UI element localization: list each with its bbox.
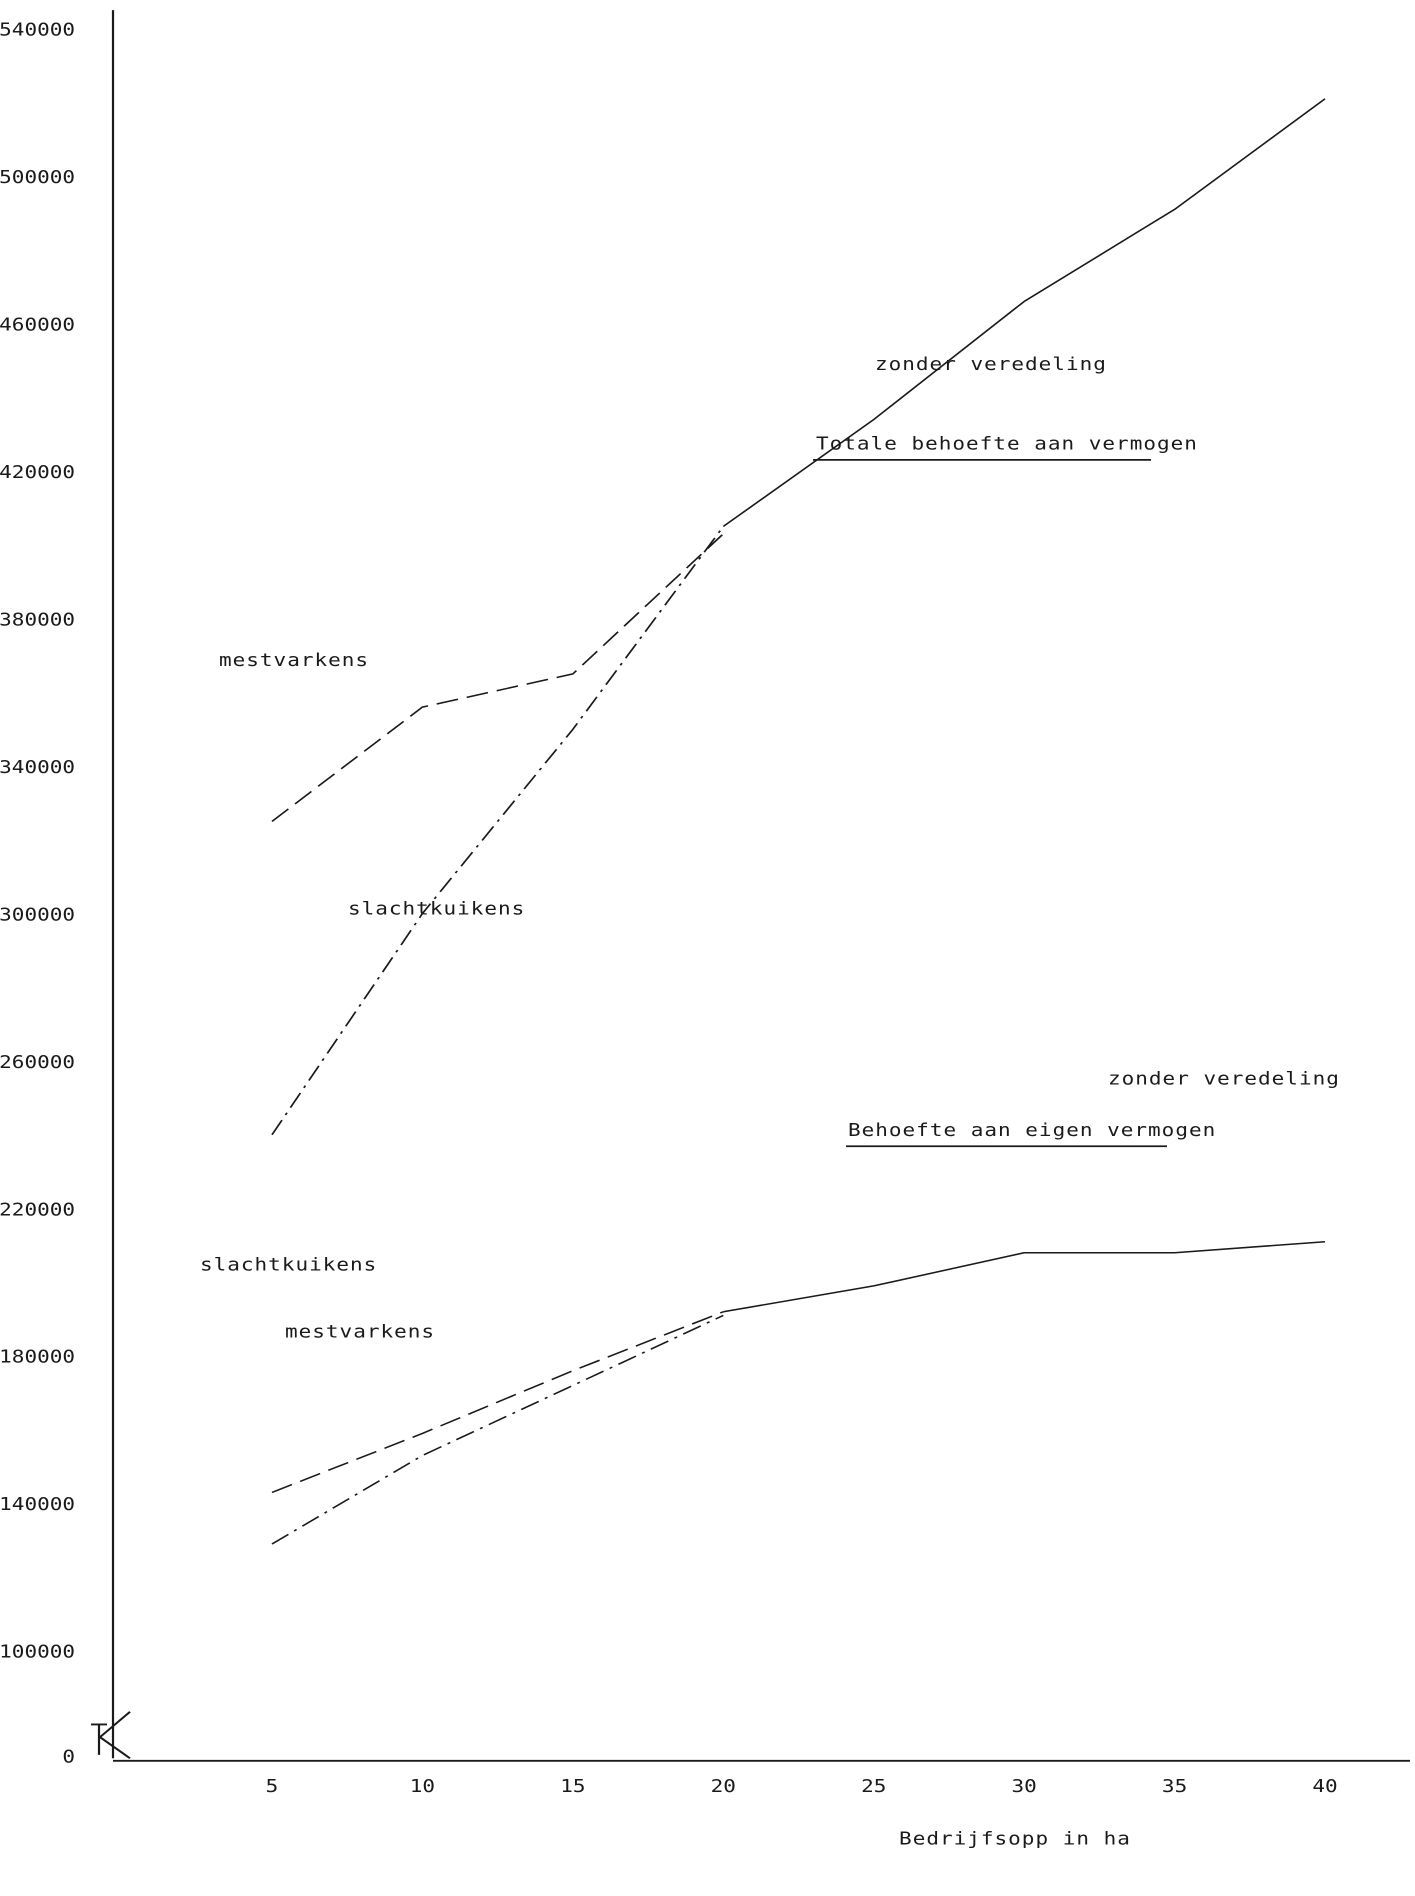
- annotation-label: mestvarkens: [285, 1321, 435, 1342]
- series-line-slachtkuikens-totaal: [271, 526, 725, 1136]
- annotation-label: zonder veredeling: [875, 354, 1107, 375]
- annotation-label: Totale behoefte aan vermogen: [816, 433, 1198, 454]
- x-tick-label: 40: [1312, 1776, 1337, 1797]
- series-line-mestvarkens-totaal: [271, 533, 724, 822]
- y-tick-label: 540000: [0, 19, 75, 40]
- y-tick-label: 140000: [0, 1494, 75, 1515]
- annotation-label: slachtkuikens: [348, 898, 525, 919]
- axes: [91, 10, 1410, 1762]
- y-tick-label: 0: [62, 1746, 75, 1767]
- annotation-label: zonder veredeling: [1108, 1068, 1340, 1089]
- annotation-label: Behoefte aan eigen vermogen: [848, 1120, 1216, 1141]
- series-line-mestvarkens-eigen: [271, 1314, 724, 1545]
- y-tick-label: 100000: [0, 1641, 75, 1662]
- y-tick-label: 460000: [0, 314, 75, 335]
- x-tick-label: 30: [1012, 1776, 1037, 1797]
- y-tick-label: 500000: [0, 167, 75, 188]
- y-tick-label: 420000: [0, 461, 75, 482]
- x-axis-label: Bedrijfsopp in ha: [899, 1828, 1131, 1849]
- y-axis-break-icon: [91, 1711, 131, 1759]
- y-tick-label: 260000: [0, 1051, 75, 1072]
- x-tick-labels: 5 10 15 20 25 30 35 40: [266, 1776, 1338, 1797]
- x-tick-label: 20: [711, 1776, 736, 1797]
- series-line-zonder-veredeling-eigen: [723, 1240, 1326, 1313]
- y-tick-label: 300000: [0, 904, 75, 925]
- y-tick-label: 380000: [0, 609, 75, 630]
- x-tick-label: 25: [861, 1776, 886, 1797]
- series-line-slachtkuikens-eigen: [271, 1311, 724, 1494]
- y-tick-labels: 0 100000 140000 180000 220000 260000 300000 340…: [0, 19, 75, 1767]
- series-lines: [271, 98, 1326, 1545]
- annotation-label: mestvarkens: [219, 650, 369, 671]
- x-tick-label: 15: [560, 1776, 585, 1797]
- annotation-label: slachtkuikens: [200, 1254, 377, 1275]
- y-tick-label: 180000: [0, 1346, 75, 1367]
- x-tick-label: 10: [410, 1776, 435, 1797]
- annotations: Totale behoefte aan vermogen Behoefte aan…: [200, 354, 1340, 1342]
- series-line-zonder-veredeling-totaal: [722, 98, 1326, 528]
- x-tick-label: 35: [1162, 1776, 1187, 1797]
- x-tick-label: 5: [266, 1776, 279, 1797]
- y-tick-label: 220000: [0, 1199, 75, 1220]
- y-tick-label: 340000: [0, 756, 75, 777]
